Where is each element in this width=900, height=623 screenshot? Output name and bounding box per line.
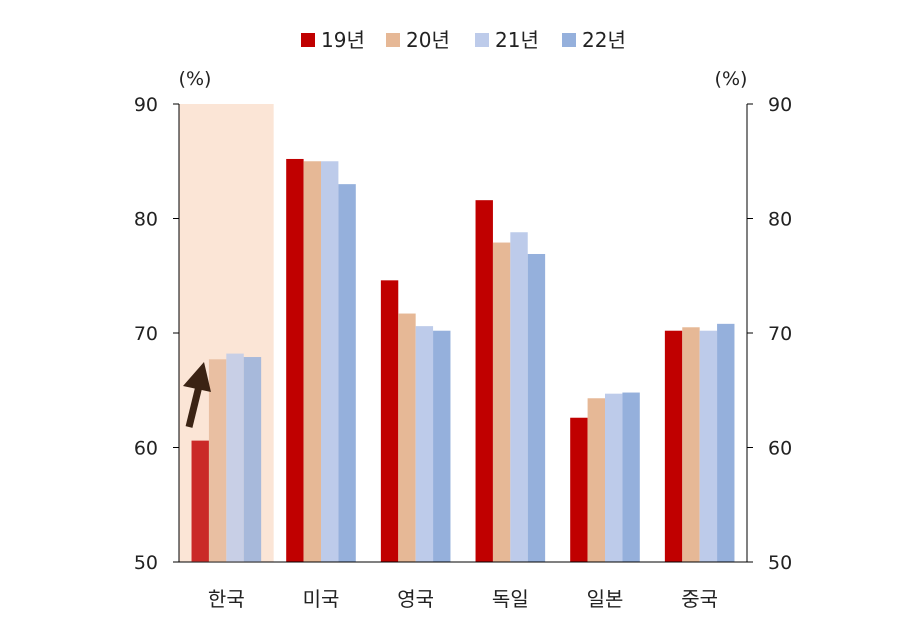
bar-영국-20년: [398, 313, 416, 562]
bar-일본-20년: [587, 398, 605, 562]
left-tick-label: 70: [134, 323, 158, 345]
category-label: 중국: [681, 587, 718, 611]
category-label: 독일: [492, 587, 529, 611]
bar-영국-19년: [380, 280, 399, 562]
bar-중국-20년: [682, 327, 700, 562]
bar-일본-19년: [570, 417, 588, 562]
bar-영국-22년: [433, 330, 451, 562]
legend: 19년 20년 21년 22년: [301, 28, 626, 52]
trend-arrow-icon: [183, 362, 211, 428]
highlight-tint-22년: [243, 357, 262, 562]
bar-독일-22년: [527, 253, 546, 562]
highlight-overlay: [191, 353, 262, 562]
bar-한국-19년: [191, 440, 209, 562]
bar-일본-22년: [622, 392, 640, 562]
bar-한국-21년: [226, 353, 244, 562]
arrow-head: [183, 362, 211, 392]
right-axis-unit: (%): [715, 68, 748, 90]
axes: [173, 103, 753, 563]
tick-labels: 50 50 60 60 70 70 80 80 90 90: [134, 94, 792, 574]
left-axis-unit: (%): [179, 68, 212, 90]
bars: [191, 158, 735, 563]
left-tick-label: 50: [134, 552, 158, 574]
right-tick-label: 70: [768, 323, 792, 345]
bar-한국-22년: [243, 357, 262, 562]
legend-swatch: [562, 33, 576, 47]
legend-label: 19년: [321, 28, 365, 52]
left-tick-label: 60: [134, 438, 158, 460]
category-label: 미국: [303, 587, 340, 611]
legend-label: 22년: [582, 28, 626, 52]
bar-중국-22년: [717, 323, 735, 562]
bar-독일-20년: [492, 242, 511, 563]
bar-일본-21년: [605, 393, 623, 562]
bar-미국-19년: [286, 158, 304, 562]
legend-label: 21년: [495, 28, 539, 52]
legend-swatch: [475, 33, 489, 47]
highlight-tint-20년: [208, 359, 227, 562]
bar-미국-22년: [338, 184, 356, 562]
left-tick-label: 80: [134, 209, 158, 231]
right-tick-label: 80: [768, 209, 792, 231]
bar-중국-21년: [699, 330, 718, 562]
highlight-tint-19년: [191, 440, 209, 562]
bar-중국-19년: [664, 330, 683, 562]
category-label: 일본: [587, 587, 624, 611]
legend-swatch: [386, 33, 400, 47]
legend-swatch: [301, 33, 315, 47]
bar-한국-20년: [208, 359, 227, 562]
right-tick-label: 90: [768, 94, 792, 116]
left-tick-label: 90: [134, 94, 158, 116]
bar-영국-21년: [415, 326, 434, 562]
right-tick-label: 60: [768, 438, 792, 460]
arrow-shaft: [185, 381, 204, 428]
bar-미국-20년: [303, 161, 321, 562]
bar-독일-19년: [475, 200, 493, 562]
legend-label: 20년: [406, 28, 450, 52]
category-label: 한국: [208, 587, 245, 611]
category-labels: 한국 미국 영국 독일 일본 중국: [208, 587, 718, 611]
right-tick-label: 50: [768, 552, 792, 574]
category-label: 영국: [397, 587, 434, 611]
highlight-tint-21년: [226, 353, 244, 562]
bar-독일-21년: [510, 232, 528, 563]
bar-미국-21년: [321, 161, 339, 562]
